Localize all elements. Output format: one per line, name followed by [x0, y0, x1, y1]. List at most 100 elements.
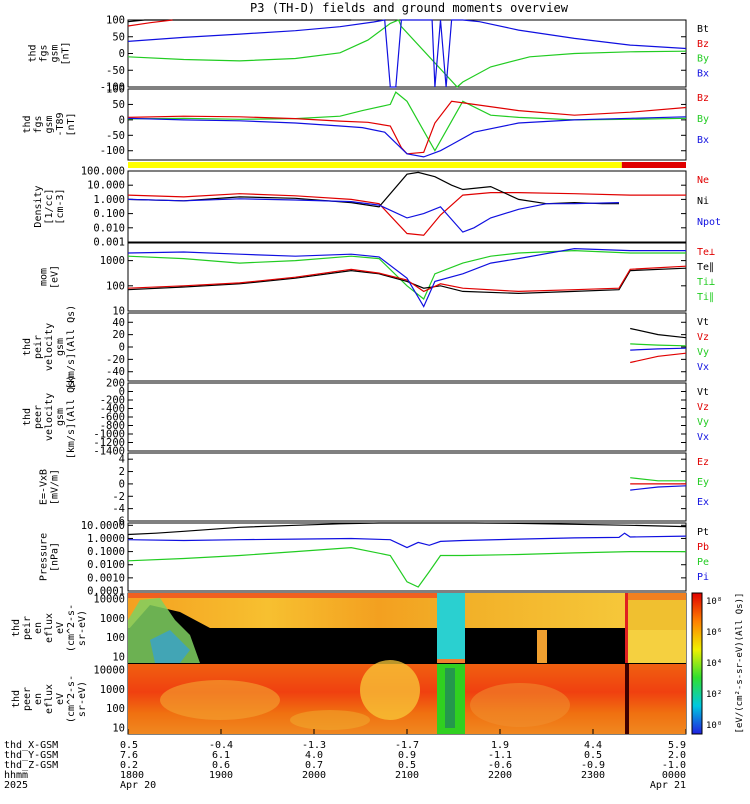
series-Vx [630, 347, 686, 351]
x-tick-value: 1.9 [491, 740, 509, 751]
legend-Vx: Vx [697, 362, 709, 373]
series-By [128, 91, 686, 152]
series-Pe [128, 546, 686, 588]
y-tick-label: 2 [119, 466, 125, 478]
legend-Ex: Ex [697, 497, 709, 508]
colorbar-tick-label: 10⁶ [706, 628, 722, 638]
y-axis-label: (cm^2-s- [66, 604, 77, 652]
x-row-label: thd_Z-GSM [4, 760, 58, 771]
y-axis-label: (cm^2-s- [66, 675, 77, 723]
mode-segment [128, 162, 622, 168]
y-tick-label: -1000 [93, 429, 125, 441]
y-axis-label: fgs [33, 115, 44, 133]
legend-Vy: Vy [697, 347, 709, 358]
legend-By: By [697, 114, 709, 125]
colorbar: 10⁸ 10⁶ 10⁴ 10² 10⁰ [eV/(cm²-s-sr-eV)(All Qs… [691, 592, 745, 735]
legend-Vy: Vy [697, 417, 709, 428]
x-tick-value: 1900 [209, 770, 233, 781]
legend-Ni: Ni [697, 196, 709, 207]
y-tick-label: -50 [106, 65, 125, 77]
x-row-label: 2025 [4, 780, 28, 791]
colorbar-tick-label: 10⁸ [706, 597, 722, 607]
series-Pt [128, 522, 686, 536]
x-tick-value: -1.0 [662, 760, 686, 771]
y-tick-label: -1400 [93, 446, 125, 458]
y-axis-label: Density [33, 185, 44, 227]
panel-frame [127, 19, 687, 88]
y-tick-label: -400 [100, 403, 125, 415]
series-Npot [128, 198, 620, 233]
y-tick-label: 1000 [100, 255, 125, 267]
x-tick-value: Apr 20 [120, 780, 156, 791]
panel-frame [127, 170, 687, 243]
x-tick-value: -0.9 [581, 760, 605, 771]
legend-Bz: Bz [697, 39, 709, 50]
y-tick-label: 10.000 [87, 180, 125, 192]
y-tick-label: 1.0000 [87, 533, 125, 545]
figure-title: P3 (TH-D) fields and ground moments over… [250, 1, 569, 15]
y-axis-label: mom [39, 268, 50, 286]
x-tick-value: 0.6 [212, 760, 230, 771]
y-axis-label: thd [22, 115, 33, 133]
series-Ni [128, 171, 619, 208]
x-tick-value: -1.1 [488, 750, 512, 761]
x-tick-value: 0.7 [305, 760, 323, 771]
y-tick-label: 10 [112, 652, 125, 664]
y-tick-label: -200 [100, 395, 125, 407]
y-axis-label: thd [11, 690, 22, 708]
legend-Ez: Ez [697, 457, 709, 468]
panel-frame [127, 242, 687, 312]
x-tick-value: 4.4 [584, 740, 602, 751]
legend-Bx: Bx [697, 135, 709, 146]
x-tick-value: -1.3 [302, 740, 326, 751]
series-Tepar [128, 267, 686, 295]
colorbar-title: [eV/(cm²-s-sr-eV)(All Qs)] [735, 593, 745, 734]
y-tick-label: 0.1000 [87, 546, 125, 558]
y-tick-label: 0.0001 [87, 586, 125, 598]
y-tick-label: 0.0010 [87, 572, 125, 584]
x-tick-value: 0.5 [584, 750, 602, 761]
y-tick-label: -4 [112, 503, 125, 515]
series-Bz [128, 100, 686, 155]
x-tick-value: -0.4 [209, 740, 233, 751]
y-axis-label: [nT] [61, 41, 72, 65]
x-row-label: thd_X-GSM [4, 740, 58, 751]
y-tick-label: -6 [112, 516, 125, 528]
y-tick-label: 50 [112, 99, 125, 111]
y-tick-label: 100 [106, 703, 125, 715]
x-tick-value: 1800 [120, 770, 144, 781]
series-Vt [630, 327, 686, 339]
x-axis-rows: thd_X-GSMthd_Y-GSMthd_Z-GSMhhmm20250.57.… [4, 729, 687, 791]
legend-Npot: Npot [697, 217, 721, 228]
legend-Vz: Vz [697, 402, 709, 413]
y-axis-label: [1/cc] [44, 188, 55, 224]
y-tick-label: 200 [106, 378, 125, 390]
legend-Bt: Bt [697, 24, 709, 35]
panel-peer-velocity: 2000-200-400-600-800-1000-1200-1400 thd pe… [22, 375, 709, 459]
legend-Pt: Pt [697, 527, 709, 538]
x-row-label: hhmm [4, 770, 28, 781]
y-axis-label: peer [33, 405, 44, 429]
y-axis-label: eflux [44, 613, 55, 643]
series-Teperp [128, 265, 686, 293]
y-tick-label: 10 [112, 306, 125, 318]
y-tick-label: -50 [106, 130, 125, 142]
series-Bz [128, 19, 173, 27]
y-axis-label: gsm [50, 44, 61, 62]
legend-Vt: Vt [697, 387, 709, 398]
y-tick-label: 100.000 [81, 166, 125, 178]
x-tick-value: -0.6 [488, 760, 512, 771]
x-tick-value: Apr 21 [650, 780, 686, 791]
y-tick-label: -800 [100, 420, 125, 432]
x-tick-value: 0000 [662, 770, 686, 781]
y-tick-label: 0 [119, 386, 125, 398]
y-tick-label: 0 [119, 342, 125, 354]
legend-Ey: Ey [697, 477, 709, 488]
legend-Ne: Ne [697, 175, 709, 186]
y-tick-label: 10000 [93, 664, 125, 676]
legend-Pe: Pe [697, 557, 709, 568]
